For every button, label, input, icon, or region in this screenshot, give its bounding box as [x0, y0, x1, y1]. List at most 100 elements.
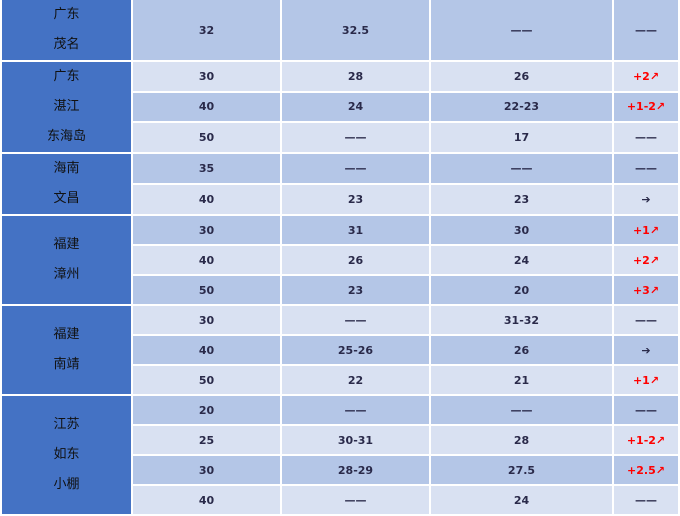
- size-cell: 30: [133, 62, 280, 91]
- table-row: 40 26 24 +2↗: [2, 246, 678, 274]
- price-now-cell: ——: [431, 396, 612, 424]
- trend-cell: ——: [614, 0, 678, 60]
- price-now-cell: 24: [431, 486, 612, 514]
- size-cell: 50: [133, 366, 280, 394]
- region-label: 漳州: [53, 267, 80, 282]
- trend-cell: +2↗: [614, 246, 678, 274]
- region-label: 江苏: [53, 417, 80, 432]
- region-cell: 广东 湛江 东海岛: [2, 62, 131, 152]
- trend-cell: +2.5↗: [614, 456, 678, 484]
- region-cell: 海南 文昌: [2, 154, 131, 214]
- size-cell: 40: [133, 185, 280, 214]
- trend-cell: ——: [614, 123, 678, 152]
- price-now-cell: 27.5: [431, 456, 612, 484]
- price-now-cell: 26: [431, 336, 612, 364]
- price-prev-cell: 26: [282, 246, 429, 274]
- price-now-cell: 31-32: [431, 306, 612, 334]
- table-row: 广东 茂名 32 32.5 —— ——: [2, 0, 678, 60]
- size-cell: 20: [133, 396, 280, 424]
- price-now-cell: 20: [431, 276, 612, 304]
- price-prev-cell: 24: [282, 92, 429, 122]
- region-label: 海南: [53, 161, 80, 176]
- size-cell: 25: [133, 426, 280, 454]
- table-row: 海南 文昌 35 —— —— ——: [2, 154, 678, 214]
- size-cell: 30: [133, 216, 280, 244]
- trend-cell: +1↗: [614, 216, 678, 244]
- trend-cell: +1-2↗: [614, 426, 678, 454]
- price-now-cell: 23: [431, 185, 612, 214]
- region-cell: 江苏 如东 小棚: [2, 396, 131, 514]
- size-cell: 50: [133, 276, 280, 304]
- price-now-cell: 30: [431, 216, 612, 244]
- table-row: 50 —— 17 ——: [2, 123, 678, 152]
- region-label: 小棚: [53, 477, 80, 492]
- price-prev-cell: ——: [282, 306, 429, 334]
- trend-cell: +2↗: [614, 62, 678, 91]
- price-prev-cell: 32.5: [282, 0, 429, 60]
- size-cell: 35: [133, 154, 280, 183]
- table-row: 40 —— 24 ——: [2, 486, 678, 514]
- price-prev-cell: 28-29: [282, 456, 429, 484]
- trend-cell: ➔: [614, 336, 678, 364]
- size-cell: 30: [133, 306, 280, 334]
- trend-cell: ——: [614, 154, 678, 183]
- trend-cell: ——: [614, 396, 678, 424]
- price-prev-cell: 30-31: [282, 426, 429, 454]
- table-row: 福建 漳州 30 31 30 +1↗: [2, 216, 678, 304]
- price-now-cell: 17: [431, 123, 612, 152]
- region-label: 南靖: [53, 357, 80, 372]
- size-cell: 40: [133, 336, 280, 364]
- price-prev-cell: ——: [282, 123, 429, 152]
- trend-cell: ——: [614, 306, 678, 334]
- region-label: 广东: [53, 69, 80, 84]
- table-row: 40 25-26 26 ➔: [2, 336, 678, 364]
- table-row: 广东 湛江 东海岛 30 28 26 +2↗: [2, 62, 678, 152]
- size-cell: 30: [133, 456, 280, 484]
- table-row: 40 24 22-23 +1-2↗: [2, 92, 678, 122]
- region-label: 福建: [53, 237, 80, 252]
- region-label: 茂名: [53, 37, 80, 52]
- region-label: 如东: [53, 447, 80, 462]
- region-label: 广东: [53, 7, 80, 22]
- price-prev-cell: ——: [282, 396, 429, 424]
- price-prev-cell: ——: [282, 486, 429, 514]
- region-cell: 福建 南靖: [2, 306, 131, 394]
- price-now-cell: 22-23: [431, 92, 612, 122]
- price-prev-cell: 25-26: [282, 336, 429, 364]
- table-row: 江苏 如东 小棚 20 —— —— ——: [2, 396, 678, 514]
- price-now-cell: ——: [431, 0, 612, 60]
- region-label: 东海岛: [46, 129, 86, 144]
- table-row: 50 23 20 +3↗: [2, 276, 678, 304]
- trend-cell: +1-2↗: [614, 92, 678, 122]
- price-now-cell: 21: [431, 366, 612, 394]
- size-cell: 50: [133, 123, 280, 152]
- table-row: 福建 南靖 30 —— 31-32 ——: [2, 306, 678, 394]
- price-now-cell: 24: [431, 246, 612, 274]
- price-prev-cell: ——: [282, 154, 429, 183]
- table-row: 50 22 21 +1↗: [2, 366, 678, 394]
- price-prev-cell: 23: [282, 276, 429, 304]
- table-row: 25 30-31 28 +1-2↗: [2, 426, 678, 454]
- trend-cell: +3↗: [614, 276, 678, 304]
- price-now-cell: 26: [431, 62, 612, 91]
- region-cell: 广东 茂名: [2, 0, 131, 60]
- region-label: 文昌: [53, 191, 80, 206]
- size-cell: 40: [133, 92, 280, 122]
- size-cell: 40: [133, 246, 280, 274]
- price-prev-cell: 23: [282, 185, 429, 214]
- region-label: 湛江: [53, 99, 80, 114]
- trend-cell: ➔: [614, 185, 678, 214]
- region-label: 福建: [53, 327, 80, 342]
- table-row: 30 28-29 27.5 +2.5↗: [2, 456, 678, 484]
- size-cell: 32: [133, 0, 280, 60]
- size-cell: 40: [133, 486, 280, 514]
- price-now-cell: ——: [431, 154, 612, 183]
- price-prev-cell: 28: [282, 62, 429, 91]
- trend-cell: +1↗: [614, 366, 678, 394]
- table-row: 40 23 23 ➔: [2, 185, 678, 214]
- price-now-cell: 28: [431, 426, 612, 454]
- region-cell: 福建 漳州: [2, 216, 131, 304]
- price-prev-cell: 22: [282, 366, 429, 394]
- price-prev-cell: 31: [282, 216, 429, 244]
